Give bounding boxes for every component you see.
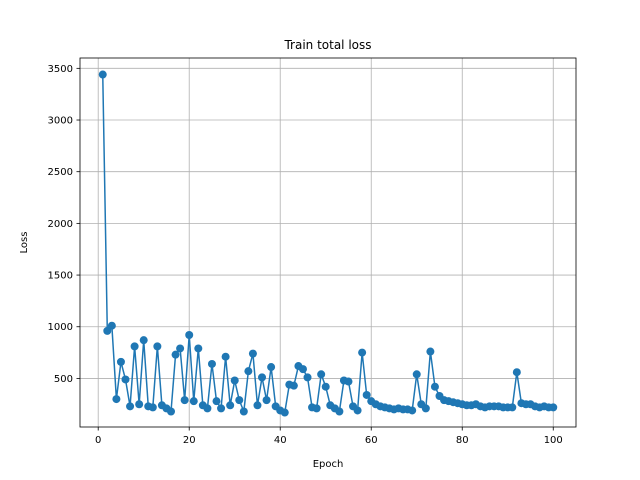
data-point [176,344,185,353]
data-point [317,370,326,379]
y-tick-label: 3500 [48,64,73,75]
y-tick-label: 1000 [48,322,73,333]
data-point [335,407,344,416]
data-point [107,321,116,330]
data-point [226,401,235,410]
data-point [248,349,257,358]
data-point [126,402,135,411]
data-point [153,342,162,351]
data-point [135,400,144,409]
data-point [194,344,203,353]
data-point [139,336,148,345]
x-axis: 0 20 40 60 80 100 [95,427,563,446]
data-point [412,370,421,379]
chart-title: Train total loss [283,38,371,52]
data-point [180,396,189,405]
data-point [207,359,216,368]
grid [80,58,576,427]
data-point [212,397,221,406]
data-point [408,406,417,415]
y-tick-label: 3000 [48,116,73,127]
data-point [148,403,157,412]
data-point [421,404,430,413]
data-point [430,382,439,391]
data-point [353,406,362,415]
data-point [262,396,271,405]
data-point [508,403,517,412]
data-point [253,401,262,410]
data-point [203,404,212,413]
data-point [303,373,312,382]
data-point [512,368,521,377]
data-point [244,367,253,376]
y-tick-label: 2500 [48,167,73,178]
x-axis-label: Epoch [313,459,344,470]
y-tick-label: 2000 [48,219,73,230]
data-point [267,363,276,372]
x-tick-label: 20 [183,435,196,446]
data-point [239,407,248,416]
y-tick-label: 500 [54,374,73,385]
data-point [171,350,180,359]
x-tick-label: 40 [274,435,287,446]
data-point [217,404,226,413]
data-point [549,403,558,412]
data-point [112,395,121,404]
x-tick-label: 100 [544,435,563,446]
data-point [362,390,371,399]
data-point [98,70,107,79]
plot-frame [79,57,577,428]
data-point [116,357,125,366]
y-tick-label: 1500 [48,271,73,282]
data-point [312,404,321,413]
data-point [189,397,198,406]
data-point [280,408,289,417]
data-point [289,381,298,390]
data-point [344,377,353,386]
data-point [103,326,112,335]
data-point [258,373,267,382]
data-point [185,331,194,340]
data-point [167,407,176,416]
data-point [121,375,130,384]
data-point [221,352,230,361]
series-layer [98,70,558,417]
data-point [235,396,244,405]
x-tick-label: 0 [95,435,101,446]
data-point [358,348,367,357]
data-point [321,382,330,391]
x-tick-label: 60 [365,435,378,446]
data-point [230,376,239,385]
x-tick-label: 80 [456,435,469,446]
data-point [130,342,139,351]
y-axis: 500 1000 1500 2000 2500 3000 3500 [48,64,80,385]
data-point [426,347,435,356]
data-point [298,365,307,374]
y-axis-label: Loss [19,232,30,254]
